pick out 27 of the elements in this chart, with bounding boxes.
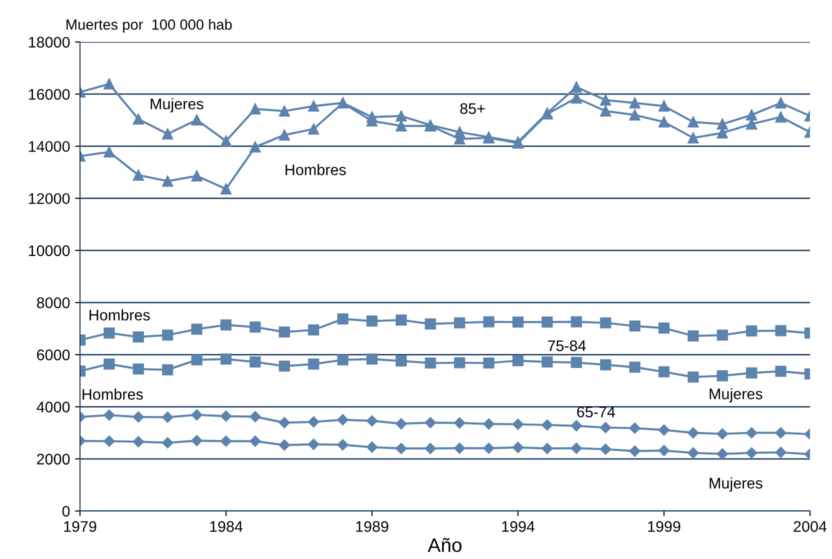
series-label: Mujeres (710, 388, 762, 402)
y-tick-label: 10000 (28, 245, 70, 256)
x-axis-title: Año (428, 538, 462, 552)
y-tick-label: 18000 (28, 36, 70, 48)
x-tick-label: 1984 (210, 521, 243, 532)
y-tick-label: 8000 (36, 297, 70, 308)
series-label: Mujeres (710, 477, 762, 492)
x-tick-label: 1999 (648, 521, 680, 532)
series-label: Hombres (90, 309, 150, 320)
series-label: Mujeres (150, 98, 204, 112)
x-tick-label: 1994 (502, 521, 535, 532)
x-tick-label: 2004 (794, 521, 827, 532)
y-tick-label: 4000 (36, 402, 70, 412)
annotation: 85+ (460, 103, 485, 114)
y-axis-title: Muertes por 100 000 hab (66, 19, 232, 33)
annotation: 65-74 (577, 406, 616, 418)
series-label: Hombres (286, 164, 346, 176)
series-label: Hombres (82, 388, 143, 400)
y-tick-label: 0 (62, 506, 70, 517)
y-tick-label: 12000 (28, 193, 70, 204)
y-tick-label: 6000 (37, 350, 70, 360)
x-tick-label: 1979 (64, 521, 96, 532)
annotation: 75-84 (548, 340, 586, 352)
y-tick-label: 16000 (28, 88, 70, 100)
y-tick-label: 2000 (37, 454, 70, 465)
y-tick-label: 14000 (28, 141, 70, 152)
x-tick-label: 1989 (356, 521, 388, 532)
